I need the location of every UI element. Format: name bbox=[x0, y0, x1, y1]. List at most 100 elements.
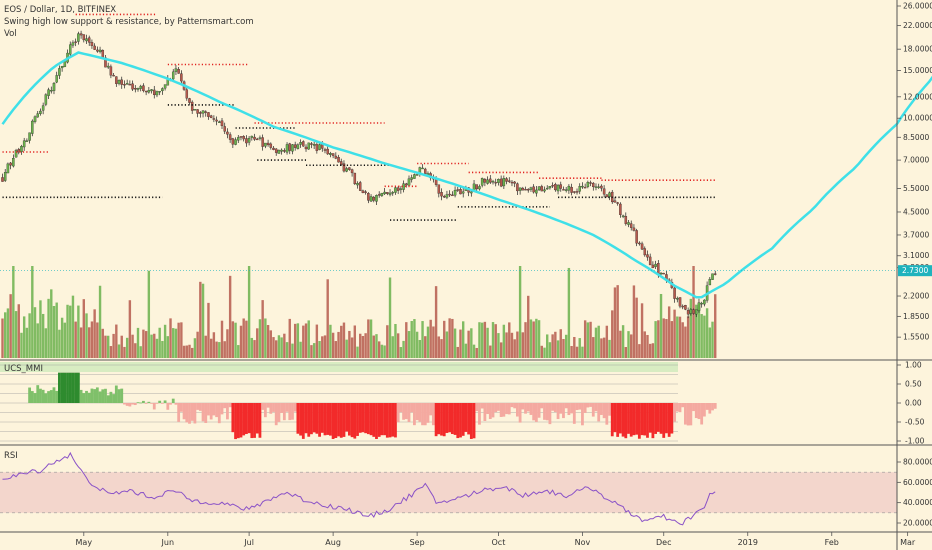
price-pane[interactable] bbox=[0, 13, 932, 358]
mmi-bar bbox=[402, 403, 405, 420]
mmi-bar bbox=[223, 403, 227, 409]
mmi-bar bbox=[228, 403, 232, 408]
mmi-bar bbox=[491, 403, 495, 418]
rsi-line bbox=[2, 451, 716, 526]
mmi-bar bbox=[421, 403, 424, 426]
mmi-bar bbox=[469, 403, 473, 439]
volume-bar bbox=[172, 328, 175, 358]
volume-bar bbox=[418, 340, 422, 358]
candle-body bbox=[548, 186, 552, 189]
indicator-title[interactable]: Swing high low support & resistance, by … bbox=[4, 17, 254, 27]
candle-body bbox=[245, 138, 248, 144]
volume-bar bbox=[524, 322, 527, 358]
price-axis[interactable]: 26.0000 22.0000 18.0000 15.0000 12.0000 10.00… bbox=[897, 2, 932, 342]
mmi-pane[interactable] bbox=[0, 362, 717, 442]
candle-body bbox=[261, 137, 264, 147]
candle-body bbox=[171, 71, 175, 80]
mmi-bar bbox=[472, 403, 476, 439]
mmi-bar bbox=[253, 403, 256, 438]
candle-body bbox=[640, 243, 644, 250]
rsi-pane[interactable] bbox=[0, 451, 897, 526]
mmi-bar bbox=[431, 403, 435, 426]
volume-bar bbox=[467, 330, 470, 358]
mmi-bar bbox=[670, 403, 674, 434]
mmi-bar bbox=[198, 403, 202, 411]
volume-bar bbox=[440, 339, 443, 358]
volume-bar bbox=[640, 303, 644, 358]
volume-bar bbox=[283, 333, 286, 358]
candle-body bbox=[22, 140, 26, 148]
candle-body bbox=[255, 138, 259, 141]
mmi-bar bbox=[125, 403, 129, 406]
mmi-bar bbox=[637, 403, 641, 439]
volume-bar bbox=[459, 329, 462, 358]
candle-body bbox=[602, 188, 606, 195]
volume-bar bbox=[326, 279, 329, 358]
candle-body bbox=[445, 194, 449, 198]
price-tick-label-3: 15.0000 bbox=[903, 66, 932, 75]
volume-bar bbox=[380, 344, 384, 358]
volume-bar bbox=[410, 320, 413, 358]
volume-bar bbox=[9, 294, 12, 358]
volume-bar bbox=[684, 326, 687, 358]
candle-body bbox=[567, 185, 571, 191]
mmi-axis[interactable]: 1.00 0.50 0.00 -0.50 -1.00 bbox=[897, 361, 925, 446]
volume-bar bbox=[161, 340, 164, 358]
mmi-bar bbox=[404, 403, 408, 420]
time-axis[interactable]: May Jun Jul Aug Sep Oct Nov Dec 2019 Feb Mar bbox=[76, 532, 916, 547]
rsi-axis[interactable]: 80.0000 60.0000 40.0000 20.0000 bbox=[897, 458, 932, 528]
candle-body bbox=[128, 83, 132, 86]
candle-body bbox=[695, 309, 698, 315]
mmi-bar bbox=[399, 403, 403, 413]
candle-body bbox=[196, 109, 199, 114]
candle-body bbox=[58, 68, 61, 76]
volume-bar bbox=[646, 334, 649, 358]
volume-bar bbox=[573, 336, 576, 358]
mmi-tick-label-2: 0.00 bbox=[905, 399, 922, 408]
volume-bar bbox=[82, 299, 85, 358]
candle-body bbox=[703, 299, 706, 305]
volume-bar bbox=[605, 325, 609, 358]
mmi-bar bbox=[304, 403, 308, 434]
candle-body bbox=[207, 112, 210, 117]
mmi-bar bbox=[44, 393, 48, 403]
candle-body bbox=[139, 85, 142, 89]
volume-bar bbox=[415, 331, 419, 358]
volume-bar bbox=[231, 321, 235, 358]
mmi-bar bbox=[177, 403, 181, 422]
volume-bar bbox=[518, 266, 522, 358]
candle-body bbox=[648, 256, 652, 266]
symbol-title[interactable]: EOS / Dollar, 1D, BITFINEX bbox=[4, 5, 117, 15]
volume-bar bbox=[681, 322, 684, 358]
mmi-bar bbox=[139, 402, 143, 404]
volume-bar bbox=[239, 325, 243, 358]
volume-bar bbox=[486, 327, 489, 358]
volume-bar bbox=[502, 324, 506, 358]
volume-bar bbox=[521, 332, 525, 358]
mmi-bar bbox=[171, 398, 175, 403]
volume-bar bbox=[272, 337, 275, 358]
volume-bar bbox=[602, 337, 606, 358]
candle-body bbox=[654, 263, 657, 267]
mmi-bar bbox=[63, 372, 67, 403]
volume-bar bbox=[31, 266, 34, 358]
mmi-bar bbox=[694, 403, 698, 419]
mmi-bar bbox=[307, 403, 311, 437]
candle-body bbox=[193, 109, 197, 111]
mmi-bar bbox=[480, 403, 484, 409]
mmi-bar bbox=[461, 403, 465, 436]
volume-bar bbox=[616, 285, 619, 358]
candle-body bbox=[600, 185, 603, 189]
mmi-bar bbox=[524, 403, 527, 414]
mmi-bar bbox=[326, 403, 330, 435]
mmi-bar bbox=[60, 372, 64, 403]
candle-body bbox=[71, 42, 75, 46]
volume-bar bbox=[158, 327, 161, 358]
volume-bar bbox=[6, 308, 10, 358]
volume-bar bbox=[478, 322, 481, 358]
rsi-tick-label-2: 40.0000 bbox=[903, 498, 932, 507]
rsi-title[interactable]: RSI bbox=[4, 451, 18, 461]
mmi-title[interactable]: UCS_MMI bbox=[4, 364, 43, 374]
volume-label[interactable]: Vol bbox=[4, 29, 17, 39]
